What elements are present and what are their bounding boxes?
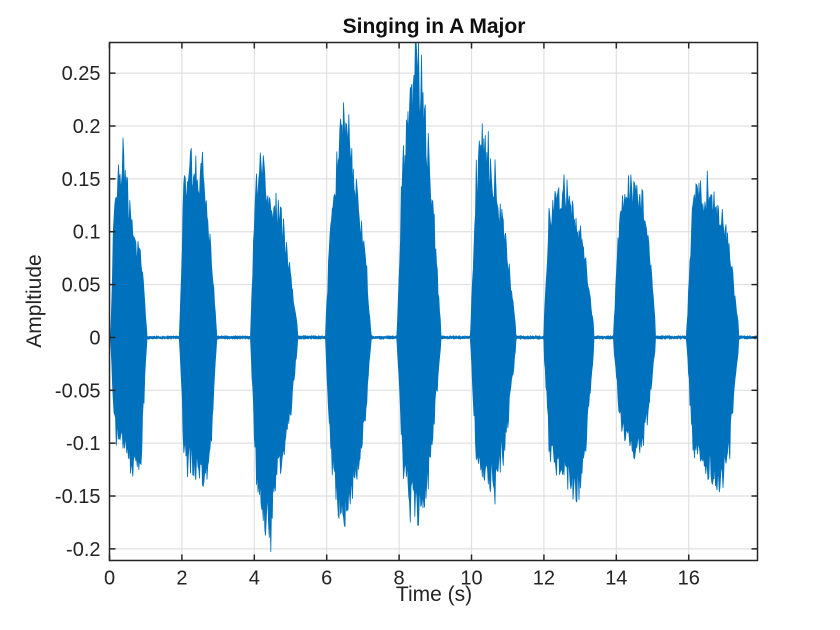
axes-box [108,41,759,562]
y-tick-label: -0.1 [66,433,100,455]
axis-ticks-and-labels: 0 2 4 6 8 10 12 14 16 -0.2 -0.15 -0.1 -0.05 0 0.05 0.1 0… [55,42,758,590]
x-tick-label: 10 [460,568,482,590]
y-tick-label: -0.2 [66,539,100,561]
x-tick-label: 4 [249,568,260,590]
waveform-layer [109,42,758,553]
x-tick-label: 0 [104,568,115,590]
chart-title: Singing in A Major [342,15,526,38]
x-tick-label: 8 [394,568,405,590]
y-tick-label: -0.15 [55,486,101,508]
y-tick-label: 0.1 [73,222,101,244]
x-tick-label: 12 [533,568,555,590]
y-tick-label: 0.25 [62,63,101,85]
y-tick-label: 0 [89,327,100,349]
x-tick-label: 6 [321,568,332,590]
x-tick-label: 16 [678,568,700,590]
y-tick-label: -0.05 [55,380,101,402]
x-tick-label: 2 [176,568,187,590]
y-tick-label: 0.15 [62,169,101,191]
y-tick-label: 0.2 [73,116,101,138]
waveform-series [109,42,758,553]
x-tick-label: 14 [605,568,627,590]
y-tick-label: 0.05 [62,275,101,297]
x-axis-label: Time (s) [395,583,473,606]
